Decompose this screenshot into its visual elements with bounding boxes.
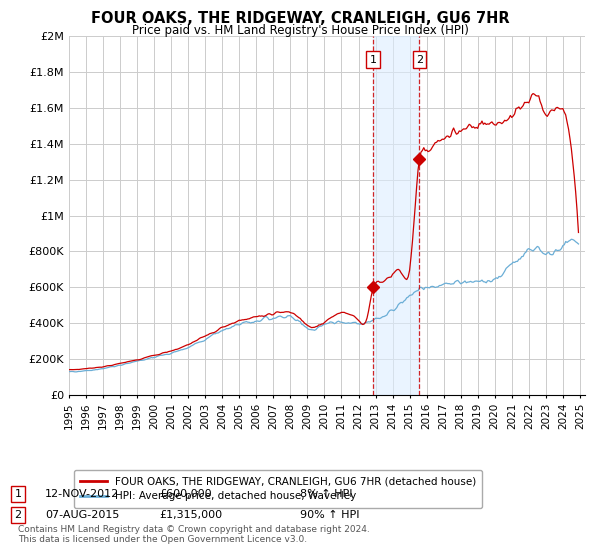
Text: 12-NOV-2012: 12-NOV-2012	[45, 489, 119, 499]
Text: 07-AUG-2015: 07-AUG-2015	[45, 510, 119, 520]
Text: Contains HM Land Registry data © Crown copyright and database right 2024.
This d: Contains HM Land Registry data © Crown c…	[18, 525, 370, 544]
Text: 1: 1	[370, 55, 377, 65]
Text: Price paid vs. HM Land Registry's House Price Index (HPI): Price paid vs. HM Land Registry's House …	[131, 24, 469, 36]
Text: 8% ↑ HPI: 8% ↑ HPI	[300, 489, 353, 499]
Text: £1,315,000: £1,315,000	[159, 510, 222, 520]
Text: 2: 2	[14, 510, 22, 520]
Text: 2: 2	[416, 55, 423, 65]
Bar	[373, 36, 419, 395]
Text: FOUR OAKS, THE RIDGEWAY, CRANLEIGH, GU6 7HR: FOUR OAKS, THE RIDGEWAY, CRANLEIGH, GU6 …	[91, 11, 509, 26]
Text: 90% ↑ HPI: 90% ↑ HPI	[300, 510, 359, 520]
Text: £600,000: £600,000	[159, 489, 212, 499]
Text: 1: 1	[14, 489, 22, 499]
Legend: FOUR OAKS, THE RIDGEWAY, CRANLEIGH, GU6 7HR (detached house), HPI: Average price: FOUR OAKS, THE RIDGEWAY, CRANLEIGH, GU6 …	[74, 470, 482, 507]
